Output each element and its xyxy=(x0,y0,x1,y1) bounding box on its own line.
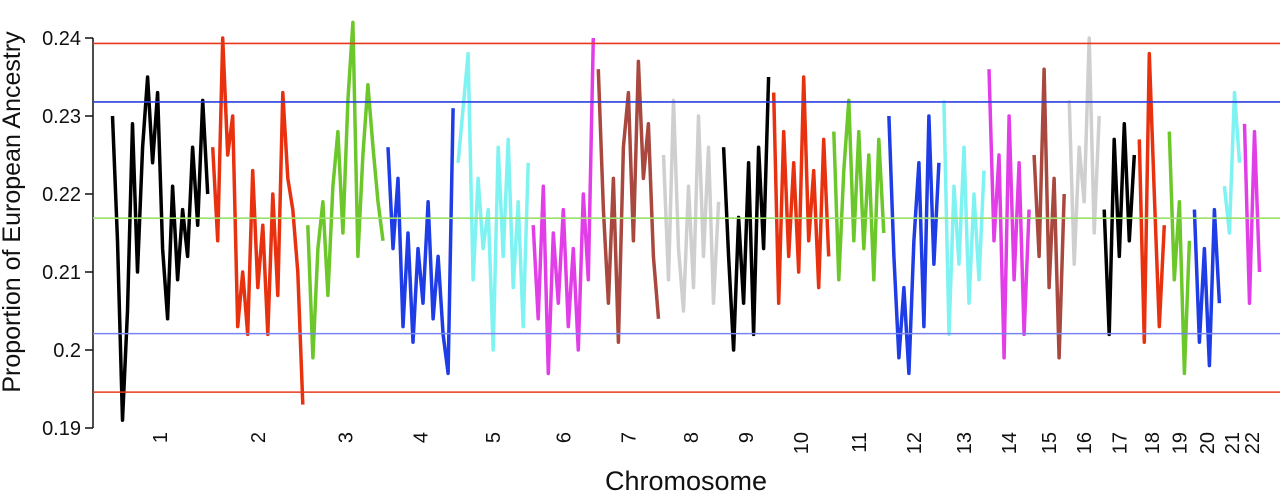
x-tick-label: 16 xyxy=(1074,432,1096,454)
y-tick-label: 0.19 xyxy=(42,418,81,440)
ancestry-line xyxy=(1102,122,1137,337)
x-tick-label: 9 xyxy=(736,432,758,443)
x-tick-label: 13 xyxy=(954,432,976,454)
x-tick-label: 22 xyxy=(1242,432,1264,454)
x-tick-label: 4 xyxy=(411,432,433,443)
ancestry-line xyxy=(386,108,455,376)
ancestry-line xyxy=(1167,131,1192,376)
ancestry-line xyxy=(596,59,661,344)
ancestry-line xyxy=(306,20,385,360)
ancestry-line xyxy=(1192,207,1222,368)
x-tick-label: 14 xyxy=(999,432,1021,454)
ancestry-line xyxy=(661,98,721,313)
x-tick-label: 15 xyxy=(1039,432,1061,454)
ancestry-line xyxy=(110,75,210,422)
ancestry-line xyxy=(1067,36,1101,266)
ancestry-line xyxy=(771,75,831,305)
ancestry-line xyxy=(1137,51,1167,344)
ancestry-line xyxy=(1032,67,1066,360)
ancestry-line xyxy=(210,36,305,405)
x-tick-label: 7 xyxy=(618,432,640,443)
ancestry-line xyxy=(887,114,941,376)
ancestry-line xyxy=(456,51,530,352)
x-tick-label: 3 xyxy=(335,432,357,443)
y-tick-label: 0.2 xyxy=(53,340,81,362)
ancestry-line xyxy=(987,69,1031,360)
x-tick-label: 5 xyxy=(483,432,505,443)
ancestry-line xyxy=(1222,90,1242,235)
x-tick-label: 10 xyxy=(791,432,813,454)
ancestry-line xyxy=(942,100,986,337)
ancestry-line xyxy=(832,98,886,282)
x-tick-label: 12 xyxy=(904,432,926,454)
x-tick-label: 18 xyxy=(1142,432,1164,454)
y-tick-label: 0.22 xyxy=(42,184,81,206)
x-tick-label: 20 xyxy=(1197,432,1219,454)
y-tick-label: 0.24 xyxy=(42,28,81,50)
x-tick-label: 8 xyxy=(681,432,703,443)
x-tick-label: 17 xyxy=(1109,432,1131,454)
x-tick-label: 6 xyxy=(553,432,575,443)
x-tick-label: 1 xyxy=(150,432,172,443)
y-axis-label: Proportion of European Ancestry xyxy=(0,31,26,393)
x-tick-label: 19 xyxy=(1169,432,1191,454)
x-axis-label: Chromosome xyxy=(605,466,767,496)
ancestry-line xyxy=(1242,123,1262,305)
x-tick-label: 2 xyxy=(248,432,270,443)
y-tick-label: 0.21 xyxy=(42,262,81,284)
x-tick-label: 11 xyxy=(849,432,871,453)
y-tick-label: 0.23 xyxy=(42,106,81,128)
ancestry-line xyxy=(531,37,596,376)
ancestry-line xyxy=(721,76,771,352)
x-tick-label: 21 xyxy=(1222,432,1244,454)
